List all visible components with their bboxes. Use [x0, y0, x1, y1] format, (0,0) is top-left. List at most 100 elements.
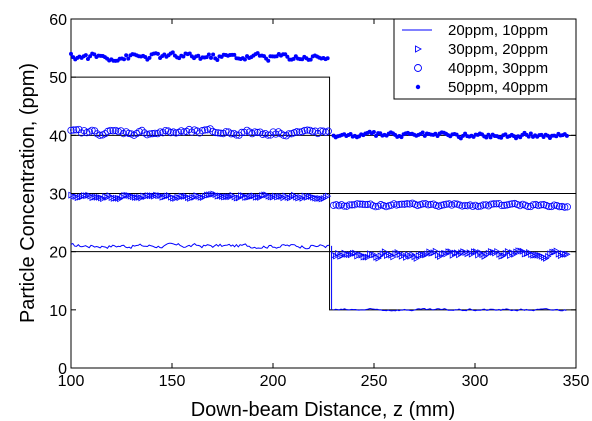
data-point [185, 125, 193, 134]
data-point [534, 201, 543, 210]
data-point [83, 53, 88, 58]
data-point [72, 126, 80, 134]
data-point [537, 201, 545, 209]
data-point [400, 200, 409, 208]
data-point [345, 201, 353, 209]
y-tick-label: 30 [49, 187, 67, 204]
data-point [419, 200, 427, 208]
data-point [188, 128, 196, 136]
reference-step-line [71, 251, 576, 311]
data-point [561, 203, 569, 211]
data-point [564, 250, 571, 258]
data-point [550, 201, 558, 209]
series-line [70, 242, 330, 250]
series-3 [67, 125, 571, 211]
data-point [450, 200, 458, 208]
data-point [303, 126, 311, 134]
data-point [80, 127, 88, 135]
data-point [382, 203, 390, 211]
y-axis-ticks: 0 10 20 30 40 50 60 [49, 12, 576, 378]
data-point [272, 130, 280, 138]
data-point [215, 58, 220, 63]
data-point [474, 202, 482, 211]
series-line [333, 307, 567, 312]
data-point [403, 200, 411, 208]
legend-box [393, 18, 577, 100]
data-point [364, 200, 372, 209]
data-point [147, 55, 152, 60]
data-point [232, 52, 237, 57]
data-point [214, 129, 222, 137]
data-point [372, 203, 380, 211]
y-tick-label: 50 [49, 70, 67, 87]
data-point [251, 128, 259, 136]
legend: 20ppm, 10ppm 30ppm, 20ppm 40ppm, 30ppm 50pp… [393, 18, 577, 100]
legend-marker-triangle [415, 45, 422, 53]
data-point [437, 201, 445, 209]
data-point [206, 52, 211, 57]
legend-label: 40ppm, 30ppm [448, 60, 548, 77]
data-point [440, 201, 448, 209]
data-point [301, 126, 309, 135]
data-point [242, 57, 247, 62]
data-point [70, 126, 78, 134]
data-point [227, 130, 235, 138]
series-layer [67, 50, 571, 312]
data-point [125, 129, 133, 137]
data-point [109, 127, 117, 135]
data-point [155, 51, 160, 56]
data-point [256, 128, 264, 136]
x-tick-label: 100 [58, 373, 85, 390]
data-point [353, 200, 361, 208]
data-point [564, 133, 569, 138]
data-point [420, 130, 425, 135]
data-point [555, 203, 564, 211]
data-point [161, 126, 170, 135]
data-point [316, 127, 325, 135]
legend-marker-dot [415, 84, 421, 90]
x-axis-label: Down-beam Distance, z (mm) [191, 399, 456, 421]
data-point [490, 200, 498, 208]
data-point [240, 128, 248, 137]
data-point [280, 131, 288, 139]
data-point [528, 131, 533, 136]
data-point [264, 131, 272, 139]
y-tick-label: 0 [58, 361, 67, 378]
data-point [508, 200, 516, 208]
data-point [356, 200, 364, 208]
data-point [269, 128, 277, 136]
data-point [545, 202, 553, 211]
data-point [500, 201, 508, 209]
data-point [133, 130, 141, 138]
data-point [492, 200, 501, 208]
data-point [484, 135, 489, 140]
data-point [371, 129, 376, 134]
legend-label: 20ppm, 10ppm [448, 22, 548, 39]
data-point [77, 129, 86, 137]
data-point [106, 126, 114, 135]
data-point [325, 192, 332, 200]
data-point [88, 126, 96, 134]
data-point [524, 202, 532, 211]
data-point [563, 203, 571, 211]
data-point [217, 129, 225, 137]
data-point [101, 130, 109, 138]
data-point [196, 129, 204, 137]
data-point [442, 200, 451, 208]
data-point [85, 56, 90, 61]
data-point [266, 58, 271, 63]
data-point [222, 128, 230, 136]
data-point [122, 57, 127, 62]
data-point [361, 200, 369, 209]
data-point [198, 127, 206, 135]
series-2 [68, 190, 571, 262]
data-point [211, 52, 216, 57]
data-point [253, 128, 262, 137]
data-point [458, 202, 466, 210]
data-point [424, 201, 432, 209]
data-point [503, 201, 511, 209]
data-point [308, 127, 317, 136]
data-point [170, 50, 175, 55]
data-point [69, 51, 73, 56]
